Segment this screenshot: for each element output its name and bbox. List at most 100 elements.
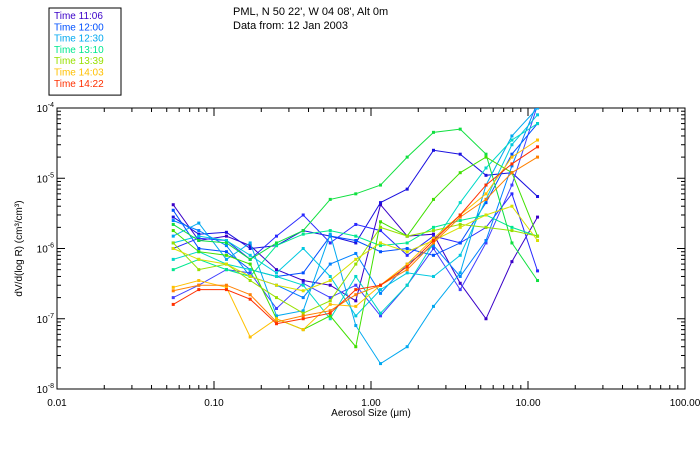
data-point (536, 122, 540, 126)
data-point (354, 288, 358, 292)
data-point (301, 311, 305, 315)
data-point (274, 234, 278, 238)
data-point (328, 317, 332, 321)
y-axis-label: dV/d(log R) (cm³/cm³) (14, 200, 25, 296)
legend-entry: Time 14:22 (54, 79, 104, 90)
data-point (171, 234, 175, 238)
data-point (458, 222, 462, 226)
data-point (248, 247, 252, 250)
data-point (431, 236, 435, 240)
data-point (536, 279, 540, 283)
data-point (431, 274, 435, 278)
data-point (510, 241, 514, 245)
data-point (197, 279, 201, 283)
data-point (379, 291, 383, 295)
data-point (379, 203, 383, 207)
data-point (248, 297, 252, 301)
y-tick-label: 10-6 (37, 243, 54, 256)
data-point (458, 213, 462, 217)
data-point (458, 171, 462, 175)
data-point (536, 215, 540, 219)
data-point (274, 296, 278, 300)
data-point (510, 229, 514, 233)
data-point (431, 130, 435, 134)
data-point (328, 274, 332, 278)
data-point (405, 187, 409, 191)
data-point (301, 283, 305, 287)
data-point (301, 232, 305, 236)
data-point (354, 304, 358, 308)
data-point (484, 173, 488, 177)
data-point (510, 183, 514, 187)
data-point (274, 244, 278, 248)
plot-frame (56, 107, 686, 390)
data-point (379, 201, 383, 205)
data-point (458, 281, 462, 285)
data-point (510, 152, 514, 156)
data-point (171, 285, 175, 289)
data-point (431, 244, 435, 248)
data-point (458, 288, 462, 292)
data-point (405, 268, 409, 272)
data-point (197, 234, 201, 238)
data-point (328, 262, 332, 266)
legend-box (48, 7, 122, 96)
x-tick-label: 100.00 (670, 398, 700, 409)
data-point (405, 271, 409, 275)
data-point (301, 281, 305, 285)
data-point (301, 279, 305, 283)
data-point (354, 192, 358, 196)
data-point (458, 215, 462, 219)
data-point (431, 234, 435, 238)
legend-entry: Time 14:03 (54, 68, 104, 79)
data-point (431, 304, 435, 308)
data-point (197, 221, 201, 225)
data-point (274, 306, 278, 310)
series-group (171, 108, 540, 366)
data-point (328, 311, 332, 315)
data-point (458, 274, 462, 278)
data-point (197, 247, 201, 250)
data-point (484, 197, 488, 201)
legend-entry: Time 12:00 (54, 22, 104, 33)
data-point (171, 229, 175, 233)
data-point (536, 269, 540, 273)
data-point (484, 192, 488, 196)
data-point (248, 274, 252, 278)
y-tick-label: 10-7 (37, 313, 54, 326)
data-point (274, 241, 278, 245)
data-point (171, 302, 175, 306)
data-point (536, 194, 540, 198)
data-point (248, 335, 252, 339)
data-point (171, 296, 175, 300)
data-point (405, 155, 409, 159)
data-point (510, 162, 514, 166)
data-point (379, 362, 383, 366)
data-point (171, 289, 175, 293)
data-point (224, 262, 228, 266)
data-point (354, 299, 358, 303)
data-point (431, 148, 435, 152)
legend-entry: Time 13:10 (54, 45, 104, 56)
data-point (458, 152, 462, 156)
data-point (405, 345, 409, 349)
data-point (510, 192, 514, 196)
data-point (510, 164, 514, 168)
data-point (171, 247, 175, 250)
data-point (224, 244, 228, 248)
data-point (197, 238, 201, 242)
data-point (536, 155, 540, 159)
data-point (301, 289, 305, 293)
data-point (510, 155, 514, 159)
data-point (224, 241, 228, 245)
data-point (484, 241, 488, 245)
legend-entry: Time 11:06 (54, 11, 103, 22)
data-point (405, 234, 409, 238)
data-point (354, 274, 358, 278)
data-point (431, 229, 435, 233)
data-point (405, 262, 409, 266)
data-point (484, 225, 488, 229)
data-point (484, 317, 488, 321)
data-point (328, 283, 332, 287)
x-tick-label: 0.10 (204, 398, 224, 409)
